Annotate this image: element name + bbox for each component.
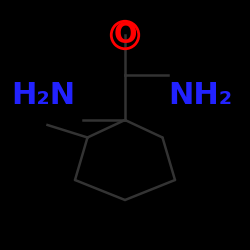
Text: O: O	[113, 21, 137, 49]
Text: NH₂: NH₂	[168, 80, 232, 110]
Text: H₂N: H₂N	[12, 80, 76, 110]
